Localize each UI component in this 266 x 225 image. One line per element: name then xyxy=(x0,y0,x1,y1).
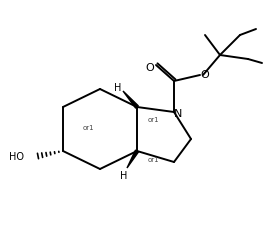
Text: O: O xyxy=(146,63,154,73)
Text: HO: HO xyxy=(9,151,24,161)
Text: or1: or1 xyxy=(82,124,94,130)
Polygon shape xyxy=(127,151,139,168)
Text: N: N xyxy=(174,108,182,119)
Text: H: H xyxy=(114,83,122,93)
Text: or1: or1 xyxy=(147,156,159,162)
Polygon shape xyxy=(123,92,138,109)
Text: or1: or1 xyxy=(147,117,159,122)
Text: H: H xyxy=(120,170,128,180)
Text: O: O xyxy=(201,70,209,80)
